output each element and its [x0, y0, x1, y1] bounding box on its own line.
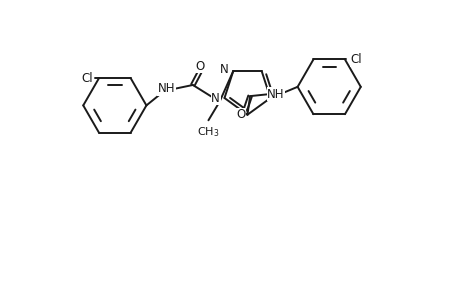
Text: Cl: Cl — [82, 72, 93, 85]
Text: O: O — [235, 108, 245, 121]
Text: N: N — [219, 63, 228, 76]
Text: NH: NH — [267, 88, 284, 101]
Text: CH$_3$: CH$_3$ — [197, 125, 219, 139]
Text: O: O — [195, 60, 204, 73]
Text: N: N — [211, 92, 219, 104]
Text: NH: NH — [158, 82, 175, 95]
Text: Cl: Cl — [350, 53, 361, 66]
